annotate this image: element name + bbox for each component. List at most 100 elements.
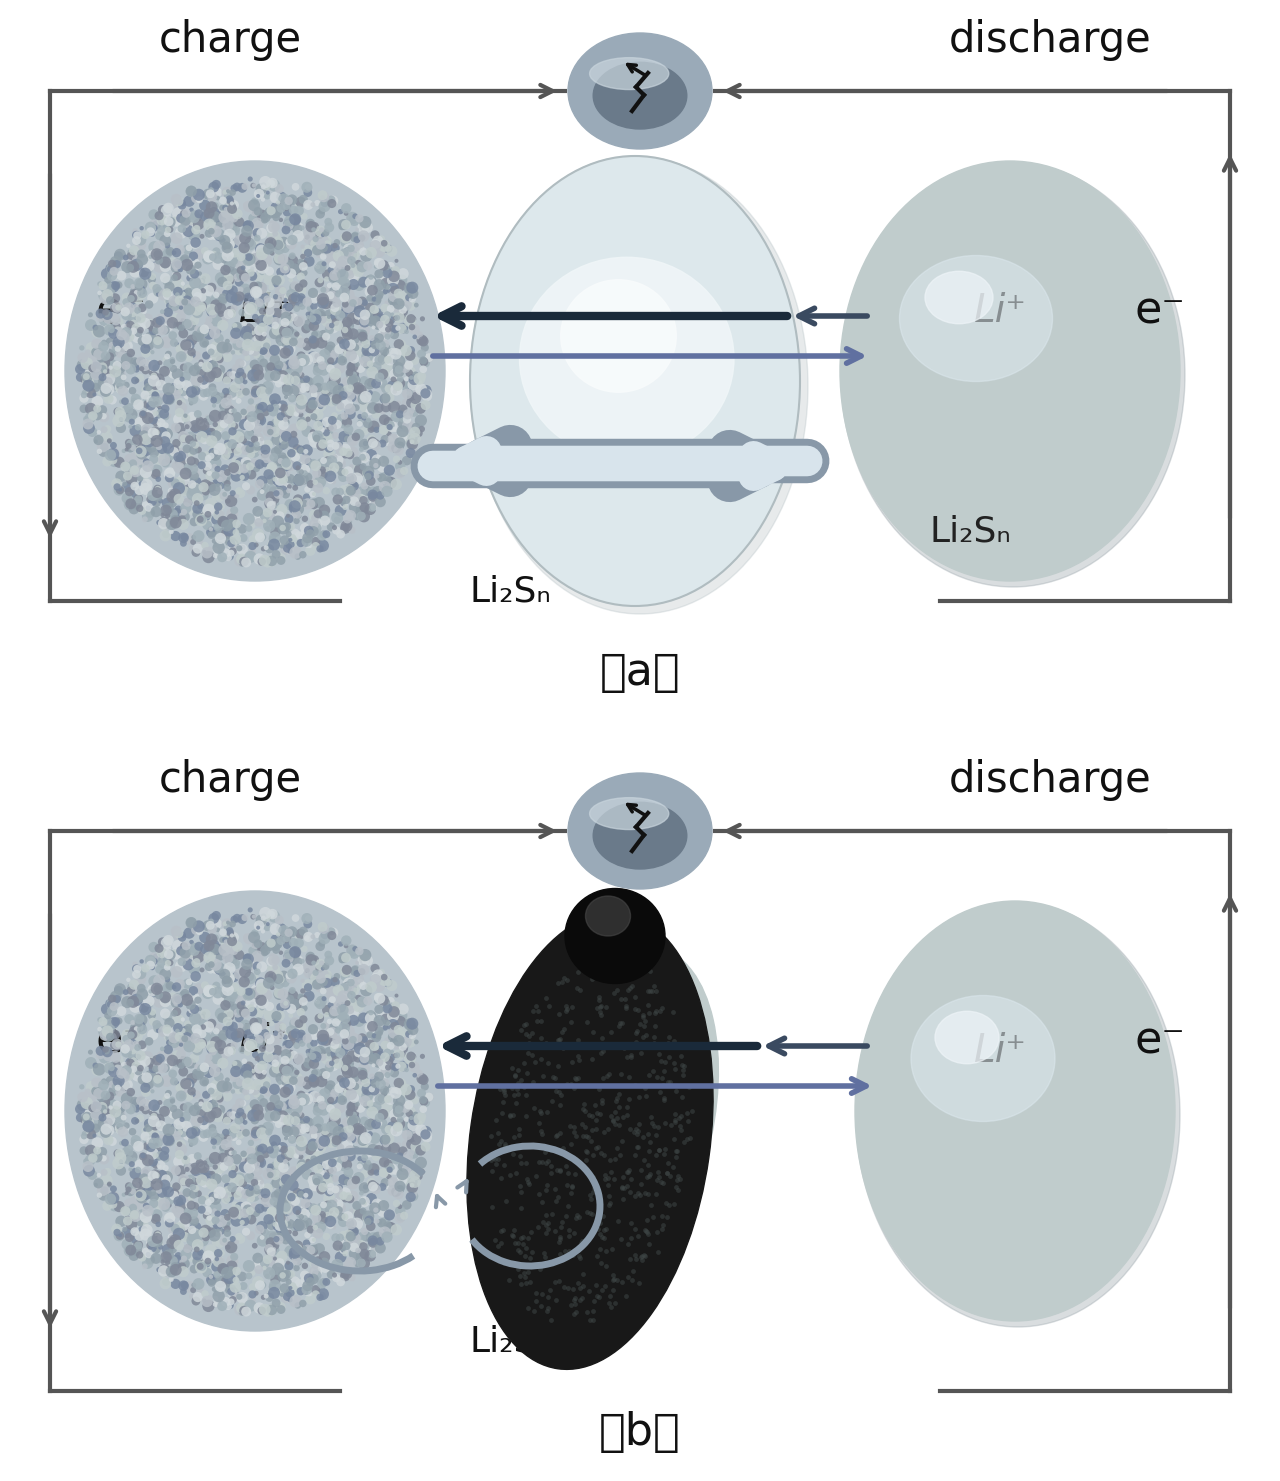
Point xyxy=(268,228,288,252)
Point xyxy=(256,446,276,469)
Point xyxy=(301,1044,321,1068)
Point xyxy=(95,1120,115,1143)
Point xyxy=(296,532,316,555)
Point xyxy=(268,509,288,533)
Point xyxy=(311,198,332,222)
Point xyxy=(406,415,426,438)
Point xyxy=(173,532,193,555)
Point xyxy=(636,1208,657,1232)
Point xyxy=(594,1120,614,1143)
Point xyxy=(163,1029,183,1053)
Point xyxy=(379,1007,399,1031)
Point xyxy=(488,1234,508,1257)
Point xyxy=(241,1176,261,1200)
Point xyxy=(398,274,419,298)
Point xyxy=(92,357,113,381)
Point xyxy=(129,438,150,462)
Point xyxy=(225,527,246,551)
Point xyxy=(169,1117,189,1140)
Point xyxy=(87,1145,108,1169)
Point xyxy=(379,321,399,345)
Point xyxy=(362,431,383,455)
Point xyxy=(201,1268,221,1291)
Point xyxy=(219,966,239,989)
Point xyxy=(264,1046,284,1069)
Point xyxy=(124,369,145,392)
Point xyxy=(319,1155,339,1179)
Point xyxy=(157,385,178,409)
Point xyxy=(319,1056,339,1080)
Point xyxy=(223,193,243,216)
Point xyxy=(151,209,172,233)
Point xyxy=(340,318,361,342)
Point xyxy=(355,495,375,518)
Point xyxy=(223,912,243,936)
Point xyxy=(372,1003,393,1026)
Point xyxy=(273,1198,293,1222)
Point xyxy=(323,1115,343,1139)
Text: Li⁺: Li⁺ xyxy=(974,292,1027,330)
Point xyxy=(278,367,298,391)
Point xyxy=(243,206,264,230)
Point xyxy=(248,416,269,440)
Point xyxy=(291,1280,311,1303)
Point xyxy=(316,1028,337,1052)
Point xyxy=(169,391,189,415)
Point xyxy=(310,224,330,247)
Point xyxy=(187,281,207,305)
Point xyxy=(148,449,169,472)
Point xyxy=(219,1102,239,1126)
Point xyxy=(337,197,357,221)
Point xyxy=(351,1226,371,1250)
Point xyxy=(364,315,384,339)
Point xyxy=(236,438,256,462)
Point xyxy=(344,979,365,1003)
Point xyxy=(312,1176,333,1200)
Point xyxy=(376,354,397,378)
Point xyxy=(654,1089,675,1112)
Point xyxy=(285,471,306,495)
Point xyxy=(278,379,298,403)
Point xyxy=(227,512,247,536)
Point xyxy=(111,1096,132,1120)
Point xyxy=(367,480,388,504)
Point xyxy=(269,410,289,434)
Point xyxy=(530,1257,550,1281)
Point xyxy=(227,906,247,930)
Point xyxy=(296,486,316,509)
Point xyxy=(287,1238,307,1262)
Point xyxy=(314,326,334,350)
Point xyxy=(193,1123,214,1146)
Point xyxy=(230,278,251,302)
Point xyxy=(364,1078,384,1102)
Point xyxy=(192,1034,212,1057)
Point xyxy=(179,218,200,241)
Point xyxy=(173,355,193,379)
Point xyxy=(387,983,407,1007)
Point xyxy=(567,1044,588,1068)
Point xyxy=(268,318,288,342)
Point xyxy=(376,395,397,419)
Point xyxy=(116,1029,137,1053)
Point xyxy=(416,394,436,418)
Point xyxy=(283,1060,303,1084)
Point xyxy=(342,249,362,273)
Point xyxy=(362,1174,383,1198)
Point xyxy=(241,1028,261,1052)
Point xyxy=(200,914,220,937)
Point xyxy=(252,1121,273,1145)
Point xyxy=(248,915,269,939)
Point xyxy=(291,438,311,462)
Point xyxy=(223,341,243,364)
Point xyxy=(375,305,396,329)
Point xyxy=(652,997,672,1020)
Point xyxy=(229,1006,250,1029)
Point xyxy=(308,376,329,400)
Point xyxy=(200,1206,220,1229)
Point xyxy=(101,992,122,1016)
Point xyxy=(376,1118,397,1142)
Point xyxy=(276,1068,297,1091)
Point xyxy=(232,988,252,1012)
Point xyxy=(412,1066,433,1090)
Point xyxy=(170,379,191,403)
